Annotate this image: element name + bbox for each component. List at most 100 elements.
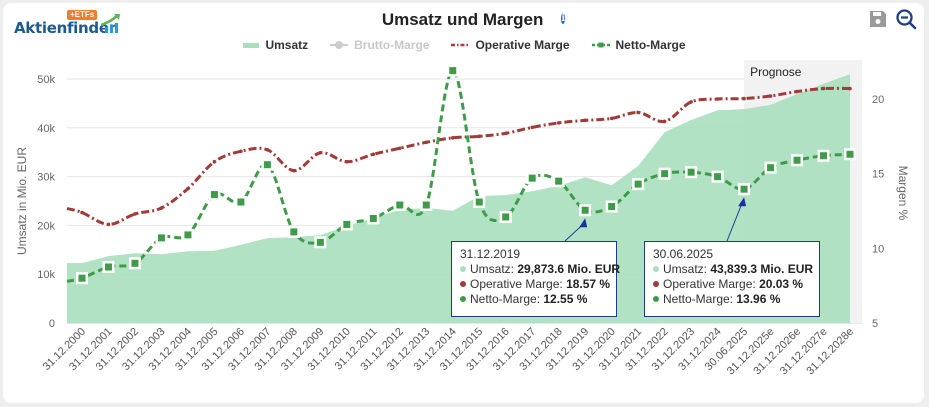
operative-marge-point xyxy=(159,206,164,210)
operative-marge-point xyxy=(530,125,535,130)
y-axis-title: Umsatz in Mio. EUR xyxy=(15,147,29,255)
line-circle-swatch-icon xyxy=(330,41,349,49)
netto-marge-point xyxy=(210,191,218,199)
y2-tick-label: 10 xyxy=(872,243,884,255)
netto-marge-point xyxy=(263,161,271,169)
operative-marge-point xyxy=(715,97,720,101)
y2-tick-label: 20 xyxy=(872,94,884,106)
aktienfinder-logo[interactable]: Aktienfinder +ETFs xyxy=(14,10,124,37)
netto-marge-point xyxy=(661,170,669,178)
y-tick-label: 20k xyxy=(37,220,55,232)
operative-marge-point xyxy=(768,94,773,98)
toolbar xyxy=(867,8,917,30)
y-tick-label: 0 xyxy=(49,318,55,330)
netto-marge-point xyxy=(528,174,536,182)
operative-marge-point xyxy=(106,222,111,227)
tooltip-row-netto: Netto-Marge: 13.96 % xyxy=(653,292,811,307)
operative-marge-point xyxy=(450,136,455,140)
netto-marge-point xyxy=(581,206,589,214)
area-swatch-icon xyxy=(243,43,260,48)
y-tick-label: 30k xyxy=(37,172,55,184)
operative-marge-point xyxy=(503,131,508,136)
tooltip-value: 29,873.6 Mio. EUR xyxy=(517,262,621,276)
tooltip-label: Umsatz: xyxy=(470,262,515,276)
netto-marge-point xyxy=(714,173,722,181)
tooltip-2025: 30.06.2025 Umsatz: 43,839.3 Mio. EUR Ope… xyxy=(644,241,820,317)
legend-label: Operative Marge xyxy=(475,38,570,52)
netto-marge-point xyxy=(555,177,563,185)
tooltip-row-umsatz: Umsatz: 29,873.6 Mio. EUR xyxy=(460,262,620,277)
legend-item-operative-marge[interactable]: Operative Marge xyxy=(451,38,570,52)
tooltip-label: Netto-Marge: xyxy=(470,292,541,306)
tooltip-row-operative: Operative Marge: 20.03 % xyxy=(653,277,811,292)
legend-label: Brutto-Marge xyxy=(354,38,430,52)
floppy-disk-icon[interactable] xyxy=(867,8,889,30)
netto-marge-point xyxy=(290,228,298,236)
tooltip-value: 18.57 % xyxy=(566,277,611,291)
operative-marge-point xyxy=(318,150,323,155)
tooltip-row-netto: Netto-Marge: 12.55 % xyxy=(460,292,608,307)
info-icon[interactable]: i xyxy=(561,13,566,24)
y-tick-label: 10k xyxy=(37,269,55,281)
operative-marge-point xyxy=(583,118,587,123)
tooltip-label: Operative Marge: xyxy=(470,277,563,291)
netto-marge-point xyxy=(767,164,775,172)
netto-marge-point xyxy=(634,180,642,188)
operative-marge-point xyxy=(609,116,614,121)
operative-marge-point xyxy=(795,89,799,94)
operative-marge-point xyxy=(848,86,852,91)
tooltip-value: 12.55 % xyxy=(543,292,588,306)
netto-marge-point xyxy=(157,234,165,242)
netto-marge-point xyxy=(475,198,483,206)
operative-marge-point xyxy=(239,149,243,154)
tooltip-date: 31.12.2019 xyxy=(460,247,521,261)
operative-marge-point xyxy=(424,140,429,145)
tooltip-value: 43,839.3 Mio. EUR xyxy=(710,262,814,276)
chart-title-text: Umsatz und Margen xyxy=(381,10,544,29)
netto-marge-point xyxy=(316,238,324,246)
legend-label: Netto-Marge xyxy=(615,38,686,52)
y-tick-label: 50k xyxy=(37,74,55,86)
operative-marge-point xyxy=(371,152,376,157)
logo-badge: +ETFs xyxy=(67,10,98,20)
operative-marge-point xyxy=(636,110,640,115)
netto-marge-point xyxy=(502,213,510,221)
zoom-out-icon[interactable] xyxy=(895,8,917,30)
forecast-label: Prognose xyxy=(750,65,802,79)
netto-marge-point xyxy=(396,201,404,209)
chart-title: Umsatz und Margen i xyxy=(0,10,929,30)
netto-marge-point xyxy=(687,168,695,176)
dash-square-swatch-icon xyxy=(591,42,610,48)
annotation-arrow-line xyxy=(726,203,743,242)
operative-marge-point xyxy=(133,212,137,216)
netto-marge-point xyxy=(846,150,854,158)
operative-marge-point xyxy=(345,159,349,164)
y-tick-label: 40k xyxy=(37,123,55,135)
dashdot-swatch-icon xyxy=(451,43,470,47)
tooltip-row-operative: Operative Marge: 18.57 % xyxy=(460,277,611,292)
tooltip-label: Netto-Marge: xyxy=(663,292,734,306)
tooltip-2019: 31.12.2019 Umsatz: 29,873.6 Mio. EUR Ope… xyxy=(451,241,620,317)
operative-marge-point xyxy=(556,121,561,125)
operative-marge-point xyxy=(265,147,270,152)
netto-marge-point xyxy=(740,185,748,193)
legend-item-netto-marge[interactable]: Netto-Marge xyxy=(591,38,686,52)
operative-marge-point xyxy=(662,119,667,124)
legend-item-brutto-marge[interactable]: Brutto-Marge xyxy=(330,38,429,52)
netto-marge-point xyxy=(184,231,192,239)
tooltip-label: Umsatz: xyxy=(663,262,708,276)
y2-tick-label: 5 xyxy=(872,318,878,330)
operative-marge-point xyxy=(689,100,693,104)
operative-marge-point xyxy=(186,186,190,191)
operative-marge-point xyxy=(292,168,296,173)
tooltip-value: 20.03 % xyxy=(759,277,804,291)
operative-marge-point xyxy=(477,134,482,139)
y2-tick-label: 15 xyxy=(872,169,884,181)
netto-marge-point xyxy=(104,263,112,271)
netto-marge-point xyxy=(608,203,616,211)
legend-item-umsatz[interactable]: Umsatz xyxy=(243,38,308,52)
netto-marge-point xyxy=(78,274,86,282)
operative-marge-point xyxy=(397,146,402,151)
logo-chart-icon xyxy=(100,14,120,33)
